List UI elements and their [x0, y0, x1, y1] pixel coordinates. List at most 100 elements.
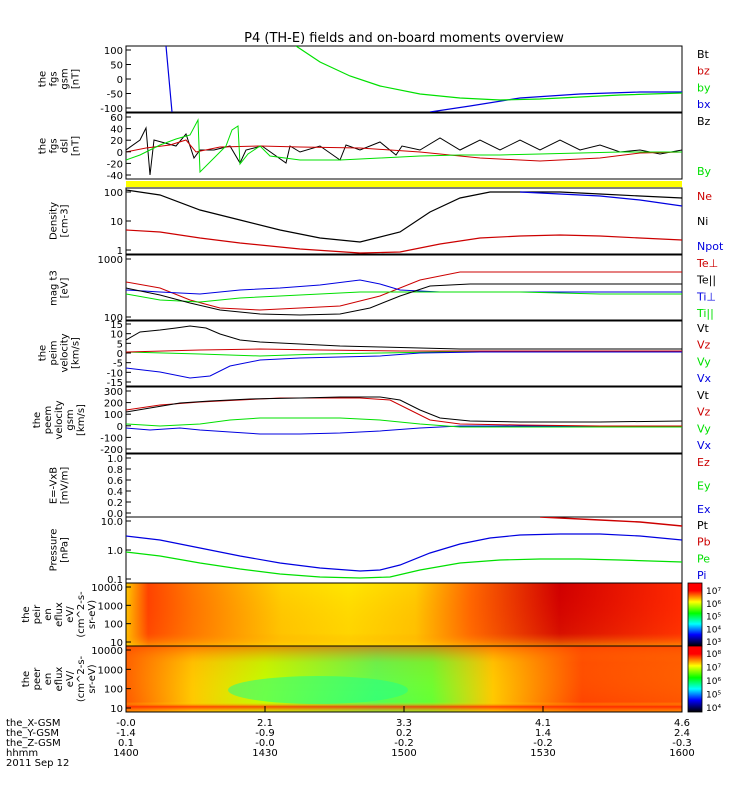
legend-entry: Npot: [697, 240, 724, 253]
colorbar-tick: 10³: [706, 638, 721, 648]
series-bx: [165, 46, 682, 112]
ylabel: Pressure[nPa]: [49, 529, 71, 572]
legend-entry: Ne: [697, 190, 712, 203]
legend-entry: Ez: [697, 456, 710, 469]
ylabel-line: eV/: [65, 670, 76, 687]
ylabel: thepeerenefluxeV/(cm^2-s-sr-eV): [21, 655, 98, 702]
legend-entry: Vz: [697, 339, 711, 352]
xaxis-row-label: the_Y-GSM: [6, 728, 59, 739]
series-Vx: [126, 351, 682, 379]
legend-entry: Te||: [696, 274, 716, 287]
xaxis-value: 1.4: [535, 728, 551, 739]
ytick-label: 1000: [98, 601, 123, 612]
ylabel-line: eV/: [65, 606, 76, 623]
series-Pt-Pb: [539, 517, 682, 527]
ylabel-line: the: [32, 412, 43, 428]
ylabel-line: sr-eV): [87, 600, 98, 629]
legend-entry: Ey: [697, 480, 711, 493]
ytick-label: 100: [104, 313, 123, 324]
ylabel-line: peir: [32, 604, 43, 624]
legend-entry: Vt: [697, 322, 710, 335]
panel-pressure: [125, 516, 683, 584]
ylabel: thefgsgsm[nT]: [38, 68, 82, 89]
ytick-label: 100: [104, 46, 123, 57]
xaxis-value: -0.2: [394, 738, 414, 749]
ylabel-line: [km/s]: [76, 404, 87, 436]
ylabel-line: sr-eV): [87, 664, 98, 693]
ytick-label: 100: [104, 410, 123, 421]
panel-frame: [125, 386, 683, 454]
panel-frame: [125, 45, 683, 113]
ylabel-line: [cm-3]: [60, 204, 71, 237]
legend-entry: bx: [697, 98, 711, 111]
xaxis-value: -1.4: [116, 728, 136, 739]
panel-peir-spectrogram: [125, 582, 703, 647]
legend-entry: Ti||: [696, 307, 714, 320]
xaxis-value: 2.1: [257, 718, 273, 729]
ylabel-line: dsl: [60, 139, 71, 153]
ylabel-line: the: [38, 71, 49, 87]
ytick-label: 1.0: [107, 546, 123, 557]
ylabel-line: en: [43, 608, 54, 621]
ytick-label: 5: [117, 339, 123, 350]
ytick-label: 10: [110, 704, 123, 715]
series-Vt: [126, 396, 682, 423]
ytick-label: 0.6: [107, 476, 123, 487]
ytick-label: 10: [110, 330, 123, 341]
spectrogram-core: [228, 676, 408, 704]
legend-entry: Pb: [697, 536, 711, 549]
ylabel: thepeimvelocity[km/s]: [38, 333, 82, 372]
legend-entry: Vz: [697, 406, 711, 419]
ylabel-line: Density: [49, 202, 60, 240]
series-Ni: [126, 189, 682, 243]
panel-frame: [125, 254, 683, 322]
xaxis-value: -0.0: [255, 738, 275, 749]
xaxis-value: -0.2: [533, 738, 553, 749]
xaxis-row-label: the_Z-GSM: [6, 738, 61, 749]
ylabel-line: [nT]: [71, 69, 82, 89]
ytick-label: 1: [117, 246, 123, 257]
xaxis-value: 1400: [113, 748, 138, 759]
legend-entry: Vt: [697, 389, 710, 402]
ylabel-line: (cm^2-s-: [76, 655, 87, 702]
ytick-label: 60: [110, 113, 123, 124]
ylabel-line: en: [43, 673, 54, 686]
ytick-label: 1.0: [107, 454, 123, 465]
ytick-label: 0: [117, 422, 123, 433]
ytick-label: 1000: [98, 255, 123, 266]
ytick-label: 0.1: [107, 575, 123, 586]
panel-frame: [125, 453, 683, 518]
ytick-label: 0.0: [107, 509, 123, 520]
series-Pi: [126, 533, 682, 572]
ytick-label: 200: [104, 399, 123, 410]
panel-peer-spectrogram: [125, 645, 703, 713]
colorbar-tick: 10⁵: [706, 613, 721, 623]
colorbar-tick: 10⁴: [706, 625, 721, 635]
colorbar-tick: 10⁶: [706, 600, 721, 610]
legend-entry: Vx: [697, 439, 712, 452]
ytick-label: -100: [100, 433, 123, 444]
xaxis-value: 1600: [669, 748, 694, 759]
legend-entry: By: [697, 165, 712, 178]
panel-efield: [125, 453, 683, 518]
ylabel: thefgsdsl[nT]: [38, 136, 82, 156]
series-Ne: [126, 229, 682, 254]
legend-entry: Vy: [697, 422, 711, 435]
ytick-label: 100: [104, 620, 123, 631]
panel-density: [125, 187, 683, 255]
xaxis-value: -0.3: [672, 738, 692, 749]
ytick-label: 10.0: [101, 517, 123, 528]
series-Vy: [126, 417, 682, 428]
ytick-label: -50: [107, 90, 123, 101]
ylabel-line: [mV/m]: [60, 467, 71, 505]
ytick-label: 15: [110, 320, 123, 331]
xaxis-value: 0.1: [118, 738, 134, 749]
panel-temperature: [125, 254, 683, 322]
status-bar: [126, 181, 682, 187]
spectrogram-shade: [126, 646, 682, 712]
colorbar-tick: 10⁵: [706, 691, 721, 701]
ytick-label: 40: [110, 125, 123, 136]
ytick-label: 0.2: [107, 498, 123, 509]
series-Npot: [519, 191, 682, 207]
ytick-label: 50: [110, 61, 123, 72]
